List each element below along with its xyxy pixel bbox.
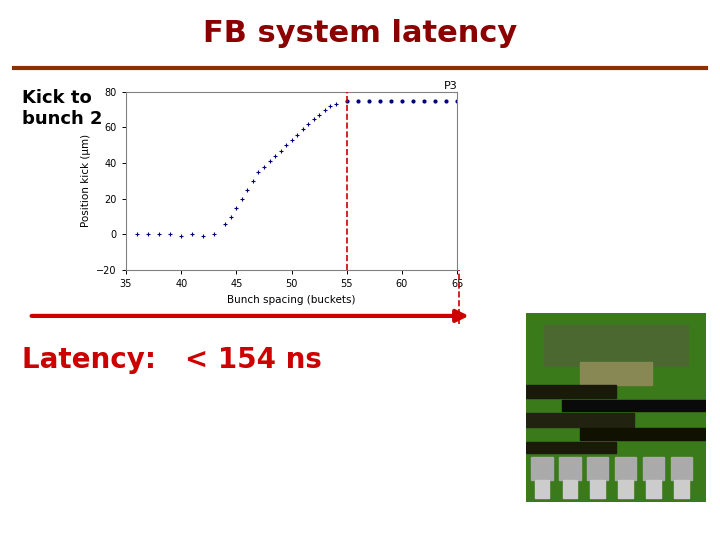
Bar [618, 480, 633, 498]
Text: P3: P3 [444, 81, 457, 91]
Bar [526, 414, 634, 427]
Bar [670, 457, 692, 480]
Bar [526, 442, 616, 453]
Bar [534, 480, 549, 498]
Bar [531, 457, 553, 480]
Bar [526, 385, 616, 399]
Text: FB system latency: FB system latency [203, 19, 517, 48]
Bar [647, 480, 661, 498]
Bar [580, 362, 652, 385]
Text: Latency:   < 154 ns: Latency: < 154 ns [22, 346, 321, 374]
Y-axis label: Position kick (μm): Position kick (μm) [81, 134, 91, 227]
Bar [559, 457, 580, 480]
Bar [674, 480, 688, 498]
Bar [562, 480, 577, 498]
Bar [643, 457, 665, 480]
Bar [615, 457, 636, 480]
Text: Kick to
bunch 2: Kick to bunch 2 [22, 89, 102, 128]
Bar [544, 325, 688, 366]
X-axis label: Bunch spacing (buckets): Bunch spacing (buckets) [228, 295, 356, 305]
Bar [580, 429, 706, 440]
Bar [590, 480, 605, 498]
Bar [587, 457, 608, 480]
Bar [562, 400, 706, 411]
